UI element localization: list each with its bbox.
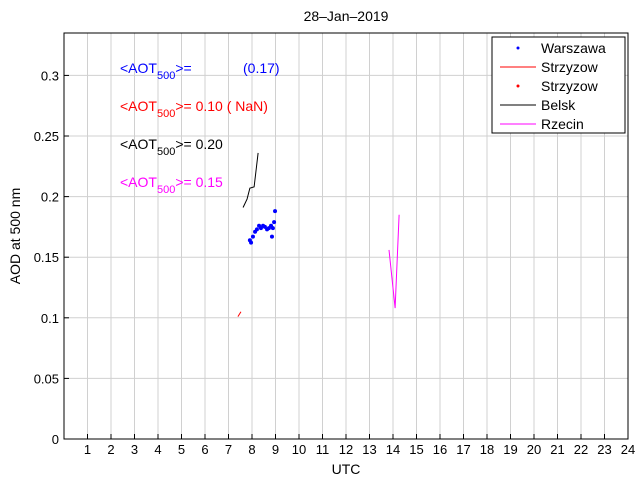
x-tick-label: 17 xyxy=(456,442,470,457)
x-tick-label: 7 xyxy=(225,442,232,457)
chart-title: 28–Jan–2019 xyxy=(304,8,389,24)
aot-annotation: <AOT500>= 0.20 xyxy=(120,136,223,158)
x-tick-label: 5 xyxy=(178,442,185,457)
x-axis-label: UTC xyxy=(332,461,361,477)
y-tick-label: 0.05 xyxy=(34,371,59,386)
y-tick-label: 0.2 xyxy=(41,190,59,205)
y-tick-label: 0.15 xyxy=(34,250,59,265)
aot-annotation: <AOT500>= 0.15 xyxy=(120,174,223,196)
y-tick-label: 0 xyxy=(52,432,59,447)
y-tick-label: 0.25 xyxy=(34,129,59,144)
x-tick-label: 19 xyxy=(503,442,517,457)
legend-label: Strzyzow xyxy=(541,78,599,94)
series-warszawa-point xyxy=(249,240,254,245)
legend-swatch-point xyxy=(516,84,520,88)
x-tick-label: 16 xyxy=(433,442,447,457)
x-tick-label: 22 xyxy=(574,442,588,457)
plot-frame xyxy=(63,32,629,440)
series-rzecin-line xyxy=(388,214,400,309)
x-tick-label: 24 xyxy=(621,442,635,457)
x-tick-label: 23 xyxy=(597,442,611,457)
x-tick-label: 18 xyxy=(480,442,494,457)
x-tick-label: 14 xyxy=(386,442,400,457)
x-tick-label: 3 xyxy=(131,442,138,457)
x-tick-label: 11 xyxy=(316,442,330,457)
legend-label: Warszawa xyxy=(541,40,606,56)
legend: Warszawa Strzyzow Strzyzow Belsk Rzecin xyxy=(491,36,626,134)
aot-annotation: <AOT500>= (0.17) xyxy=(120,60,280,82)
legend-label: Rzecin xyxy=(541,116,584,132)
y-tick-label: 0.3 xyxy=(41,68,59,83)
aot-annotation: <AOT500>= 0.10 ( NaN) xyxy=(120,98,268,120)
legend-label: Strzyzow xyxy=(541,59,599,75)
y-tick-label: 0.1 xyxy=(41,311,59,326)
x-tick-label: 10 xyxy=(292,442,306,457)
y-axis-label: AOD at 500 nm xyxy=(7,188,23,285)
series-warszawa-point xyxy=(270,226,275,231)
x-tick-label: 2 xyxy=(107,442,114,457)
series-warszawa-point xyxy=(250,234,255,239)
legend-label: Belsk xyxy=(541,97,576,113)
series-warszawa-point xyxy=(254,227,259,232)
x-tick-label: 13 xyxy=(362,442,376,457)
legend-swatch-point xyxy=(516,46,520,50)
x-tick-label: 8 xyxy=(248,442,255,457)
x-tick-label: 15 xyxy=(409,442,423,457)
x-tick-label: 9 xyxy=(272,442,279,457)
series-warszawa-point xyxy=(269,234,274,239)
legend-box xyxy=(491,36,626,134)
series-belsk-line xyxy=(242,152,259,208)
x-tick-label: 12 xyxy=(339,442,353,457)
x-tick-label: 1 xyxy=(84,442,91,457)
x-tick-label: 21 xyxy=(550,442,564,457)
x-tick-label: 20 xyxy=(527,442,541,457)
series-strzyzow-line xyxy=(237,311,242,317)
x-tick-label: 4 xyxy=(154,442,161,457)
x-tick-label: 6 xyxy=(201,442,208,457)
series-warszawa-point xyxy=(273,209,278,214)
series-warszawa-point xyxy=(272,220,277,225)
